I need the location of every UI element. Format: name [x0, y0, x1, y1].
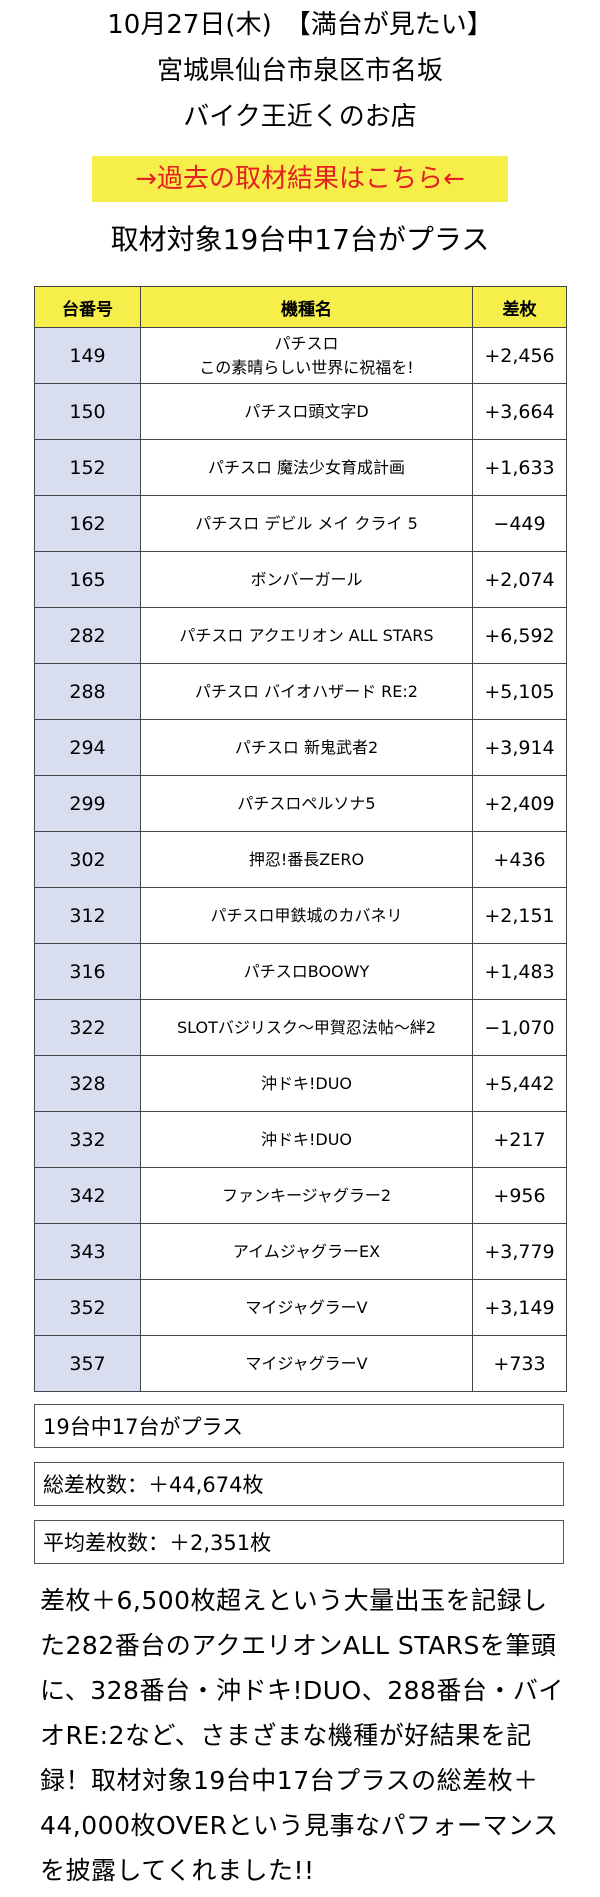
machine-name-cell: パチスロ バイオハザード RE:2 — [140, 663, 473, 720]
table-row: 322 SLOTバジリスク〜甲賀忍法帖〜絆2 −1,070 — [34, 999, 567, 1056]
table-row: 288 パチスロ バイオハザード RE:2 +5,105 — [34, 663, 567, 720]
result-headline: 取材対象19台中17台がプラス — [110, 223, 490, 256]
coin-difference-cell: +733 — [472, 1335, 567, 1392]
machine-name-cell: ファンキージャグラー2 — [140, 1167, 473, 1224]
machine-number-cell: 352 — [34, 1279, 141, 1336]
machine-number-cell: 294 — [34, 719, 141, 776]
machine-number-cell: 316 — [34, 943, 141, 1000]
coin-difference-cell: +2,151 — [472, 887, 567, 944]
machine-number-cell: 328 — [34, 1055, 141, 1112]
machine-number-cell: 152 — [34, 439, 141, 496]
coin-difference-cell: +217 — [472, 1111, 567, 1168]
table-row: 316 パチスロBOOWY +1,483 — [34, 943, 567, 1000]
machine-name-cell: パチスロBOOWY — [140, 943, 473, 1000]
machine-name-cell: パチスロ この素晴らしい世界に祝福を! — [140, 327, 473, 384]
table-row: 282 パチスロ アクエリオン ALL STARS +6,592 — [34, 607, 567, 664]
machine-number-cell: 332 — [34, 1111, 141, 1168]
machine-name-cell: パチスロペルソナ5 — [140, 775, 473, 832]
table-row: 312 パチスロ甲鉄城のカバネリ +2,151 — [34, 887, 567, 944]
coin-difference-cell: +3,149 — [472, 1279, 567, 1336]
past-results-link[interactable]: →過去の取材結果はこちら← — [92, 156, 508, 202]
table-row: 352 マイジャグラーV +3,149 — [34, 1279, 567, 1336]
table-row: 342 ファンキージャグラー2 +956 — [34, 1167, 567, 1224]
machine-name-cell: パチスロ甲鉄城のカバネリ — [140, 887, 473, 944]
table-row: 343 アイムジャグラーEX +3,779 — [34, 1223, 567, 1280]
coin-difference-cell: +5,105 — [472, 663, 567, 720]
table-row: 150 パチスロ頭文字D +3,664 — [34, 383, 567, 440]
table-row: 294 パチスロ 新鬼武者2 +3,914 — [34, 719, 567, 776]
table-row: 302 押忍!番長ZERO +436 — [34, 831, 567, 888]
column-header-machine-name: 機種名 — [140, 286, 473, 328]
coin-difference-cell: +956 — [472, 1167, 567, 1224]
column-header-coin-difference: 差枚 — [472, 286, 567, 328]
coin-difference-cell: +2,074 — [472, 551, 567, 608]
coin-difference-cell: +3,664 — [472, 383, 567, 440]
machine-number-cell: 282 — [34, 607, 141, 664]
machine-name-cell: パチスロ 新鬼武者2 — [140, 719, 473, 776]
coin-difference-cell: −1,070 — [472, 999, 567, 1056]
total-difference-box: 総差枚数：＋44,674枚 — [34, 1462, 564, 1506]
machine-number-cell: 343 — [34, 1223, 141, 1280]
table-header-row: 台番号 機種名 差枚 — [34, 286, 567, 328]
machine-number-cell: 165 — [34, 551, 141, 608]
coin-difference-cell: +5,442 — [472, 1055, 567, 1112]
date-event-title: 10月27日(木) 【満台が見たい】 — [107, 10, 493, 40]
store-location: 宮城県仙台市泉区市名坂 — [156, 56, 443, 86]
coin-difference-cell: −449 — [472, 495, 567, 552]
machine-name-cell: アイムジャグラーEX — [140, 1223, 473, 1280]
machine-name-cell: マイジャグラーV — [140, 1279, 473, 1336]
machine-number-cell: 302 — [34, 831, 141, 888]
machine-number-cell: 162 — [34, 495, 141, 552]
results-table: 台番号 機種名 差枚 149 パチスロ この素晴らしい世界に祝福を! +2,456 1… — [34, 286, 567, 1392]
coin-difference-cell: +436 — [472, 831, 567, 888]
machine-number-cell: 150 — [34, 383, 141, 440]
coin-difference-cell: +3,914 — [472, 719, 567, 776]
machine-number-cell: 288 — [34, 663, 141, 720]
machine-name-cell: 押忍!番長ZERO — [140, 831, 473, 888]
table-row: 165 ボンバーガール +2,074 — [34, 551, 567, 608]
machine-name-cell: ボンバーガール — [140, 551, 473, 608]
machine-number-cell: 322 — [34, 999, 141, 1056]
coin-difference-cell: +2,456 — [472, 327, 567, 384]
machine-name-cell: パチスロ デビル メイ クライ 5 — [140, 495, 473, 552]
coin-difference-cell: +1,483 — [472, 943, 567, 1000]
plus-count-box: 19台中17台がプラス — [34, 1404, 564, 1448]
column-header-machine-number: 台番号 — [34, 286, 141, 328]
machine-name-cell: パチスロ 魔法少女育成計画 — [140, 439, 473, 496]
coin-difference-cell: +6,592 — [472, 607, 567, 664]
machine-name-cell: SLOTバジリスク〜甲賀忍法帖〜絆2 — [140, 999, 473, 1056]
coin-difference-cell: +2,409 — [472, 775, 567, 832]
machine-number-cell: 312 — [34, 887, 141, 944]
coin-difference-cell: +1,633 — [472, 439, 567, 496]
table-row: 299 パチスロペルソナ5 +2,409 — [34, 775, 567, 832]
machine-name-cell: パチスロ頭文字D — [140, 383, 473, 440]
table-row: 149 パチスロ この素晴らしい世界に祝福を! +2,456 — [34, 327, 567, 384]
table-row: 328 沖ドキ!DUO +5,442 — [34, 1055, 567, 1112]
machine-number-cell: 342 — [34, 1167, 141, 1224]
machine-name-cell: 沖ドキ!DUO — [140, 1055, 473, 1112]
machine-name-cell: マイジャグラーV — [140, 1335, 473, 1392]
machine-number-cell: 149 — [34, 327, 141, 384]
machine-name-cell: 沖ドキ!DUO — [140, 1111, 473, 1168]
machine-number-cell: 299 — [34, 775, 141, 832]
table-row: 357 マイジャグラーV +733 — [34, 1335, 567, 1392]
summary-paragraph: 差枚＋6,500枚超えという大量出玉を記録した282番台のアクエリオンALL S… — [40, 1586, 564, 1885]
average-difference-box: 平均差枚数：＋2,351枚 — [34, 1520, 564, 1564]
table-row: 332 沖ドキ!DUO +217 — [34, 1111, 567, 1168]
coin-difference-cell: +3,779 — [472, 1223, 567, 1280]
table-row: 162 パチスロ デビル メイ クライ 5 −449 — [34, 495, 567, 552]
table-row: 152 パチスロ 魔法少女育成計画 +1,633 — [34, 439, 567, 496]
store-landmark: バイク王近くのお店 — [183, 102, 417, 132]
machine-name-cell: パチスロ アクエリオン ALL STARS — [140, 607, 473, 664]
machine-number-cell: 357 — [34, 1335, 141, 1392]
